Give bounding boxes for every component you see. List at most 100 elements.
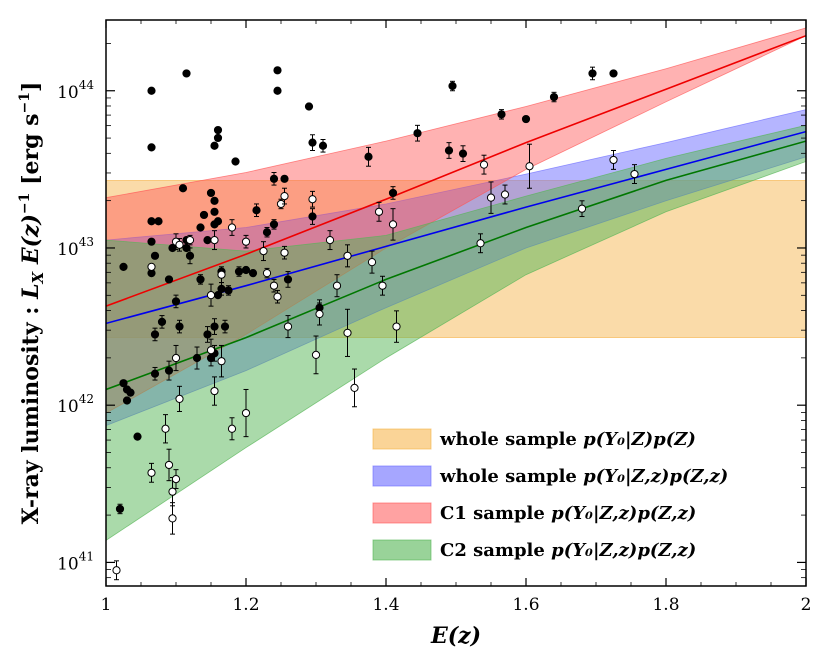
data-point: [147, 86, 156, 95]
x-axis-label: E(z): [430, 623, 481, 649]
filled-point: [210, 322, 219, 331]
data-point: [241, 388, 251, 438]
data-point: [458, 145, 468, 162]
filled-point: [213, 217, 223, 226]
x-tick-label: 1.2: [232, 595, 259, 615]
data-point: [147, 143, 156, 152]
legend: whole sample p(Y₀|Z)p(Z) whole sample p(Y…: [372, 428, 728, 561]
filled-point: [444, 146, 454, 155]
open-point: [273, 292, 282, 301]
data-point: [147, 217, 156, 226]
data-point: [210, 230, 219, 251]
filled-point: [126, 388, 135, 397]
filled-point: [224, 286, 233, 295]
data-point: [444, 142, 454, 159]
open-point: [325, 236, 335, 245]
data-point: [171, 344, 181, 372]
data-point: [343, 244, 352, 268]
data-point: [448, 80, 457, 92]
open-point: [175, 394, 184, 404]
data-point: [217, 344, 226, 378]
data-point: [280, 245, 289, 260]
data-point: [234, 266, 244, 277]
open-point: [332, 281, 342, 290]
legend-swatch: [372, 539, 432, 561]
filled-point: [220, 322, 230, 331]
filled-point: [210, 196, 219, 205]
filled-point: [269, 220, 279, 229]
data-point: [308, 134, 317, 151]
data-point: [273, 289, 282, 304]
data-point: [147, 262, 156, 271]
filled-point: [521, 114, 531, 124]
data-point: [231, 157, 240, 166]
data-point: [185, 247, 195, 265]
open-point: [343, 251, 352, 260]
data-point: [577, 200, 587, 218]
open-point: [206, 346, 216, 355]
legend-swatch: [372, 465, 432, 487]
data-point: [276, 198, 286, 210]
open-point: [168, 487, 177, 496]
data-point: [213, 125, 223, 135]
open-point: [577, 204, 587, 213]
legend-label: C2 sample p(Y₀|Z,z)p(Z,z): [440, 540, 696, 561]
data-point: [206, 188, 216, 198]
open-point: [311, 350, 321, 359]
data-point: [199, 210, 209, 220]
filled-point: [178, 184, 188, 193]
x-tick-label: 1.8: [652, 595, 679, 615]
y-tick-label: 1043: [57, 235, 94, 260]
legend-label: C1 sample p(Y₀|Z,z)p(Z,z): [440, 503, 696, 524]
data-point: [213, 217, 223, 226]
data-point: [479, 154, 489, 175]
data-point: [164, 448, 174, 482]
legend-label: whole sample p(Y₀|Z,z)p(Z,z): [439, 466, 728, 487]
data-point: [549, 91, 559, 103]
data-point: [269, 219, 279, 230]
filled-point: [203, 236, 212, 245]
data-point: [157, 315, 167, 329]
data-point: [280, 174, 289, 183]
data-point: [318, 138, 328, 153]
data-point: [630, 164, 639, 185]
filled-point: [150, 369, 160, 378]
filled-point: [304, 102, 314, 111]
open-point: [392, 322, 401, 331]
data-point: [227, 219, 237, 236]
data-point: [147, 462, 156, 483]
open-point: [367, 258, 377, 267]
open-point: [500, 190, 510, 199]
filled-point: [147, 86, 156, 95]
data-point: [178, 184, 188, 193]
data-point: [315, 302, 324, 326]
filled-point: [213, 133, 223, 143]
data-point: [161, 414, 170, 444]
band-3: [106, 124, 806, 541]
open-point: [283, 322, 293, 331]
open-point: [374, 207, 384, 216]
filled-point: [269, 174, 279, 183]
open-point: [476, 239, 485, 248]
data-point: [325, 230, 335, 251]
data-point: [248, 269, 258, 278]
y-tick-label: 1041: [57, 549, 94, 574]
open-point: [525, 162, 534, 171]
data-point: [269, 172, 279, 186]
filled-point: [122, 396, 132, 405]
x-tick-label: 2: [801, 595, 812, 615]
open-point: [206, 291, 216, 300]
filled-point: [133, 432, 142, 441]
data-point: [311, 335, 321, 375]
data-point: [609, 149, 618, 170]
x-tick-label: 1: [101, 595, 112, 615]
data-point: [350, 368, 359, 408]
open-point: [210, 236, 219, 245]
filled-point: [241, 265, 251, 275]
data-point: [119, 379, 128, 388]
data-point: [210, 376, 219, 406]
open-point: [388, 220, 398, 229]
open-point: [280, 248, 289, 257]
data-point: [367, 250, 377, 274]
